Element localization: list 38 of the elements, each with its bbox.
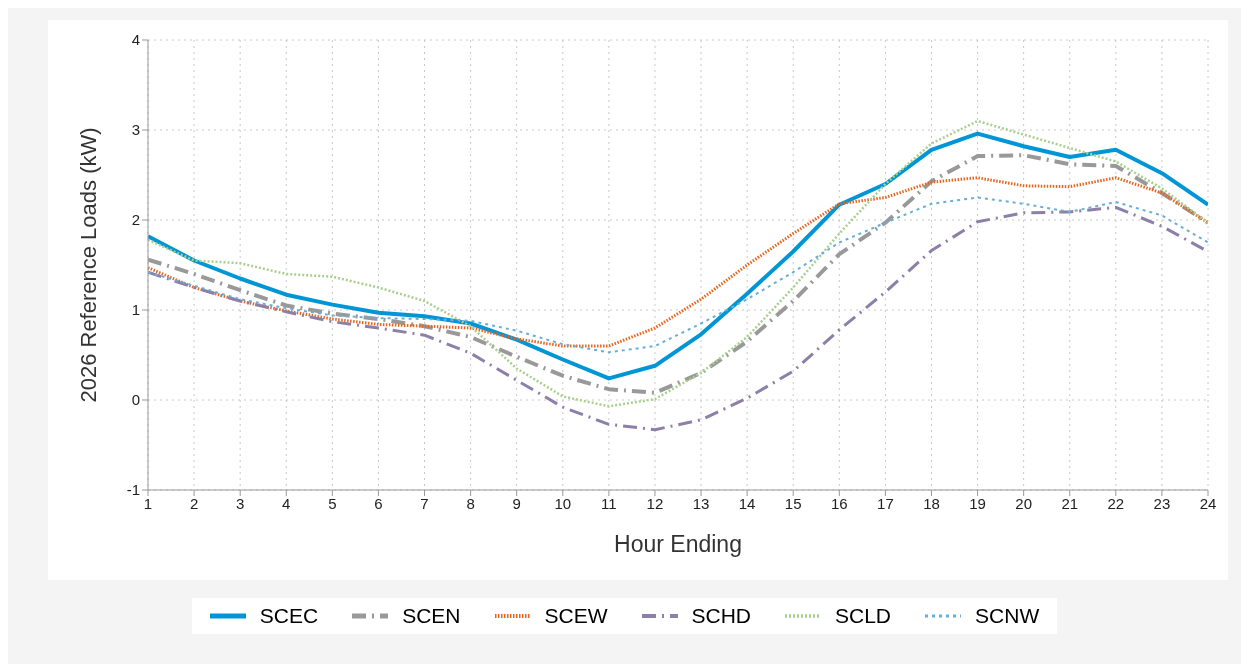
- y-axis-title: 2026 Reference Loads (kW): [75, 127, 101, 403]
- x-tick-label: 3: [236, 494, 245, 512]
- x-tick-label: 6: [374, 494, 383, 512]
- x-tick-label: 7: [420, 494, 429, 512]
- x-tick-label: 15: [784, 494, 802, 512]
- x-tick-label: 17: [877, 494, 894, 512]
- x-tick-label: 11: [601, 494, 617, 512]
- legend-label: SCNW: [975, 604, 1040, 628]
- x-tick-label: 20: [1015, 494, 1032, 512]
- x-tick-label: 5: [328, 494, 337, 512]
- x-tick-label: 24: [1199, 494, 1217, 512]
- x-tick-label: 14: [738, 494, 756, 512]
- y-tick-label: 1: [131, 301, 140, 319]
- x-tick-label: 4: [282, 494, 291, 512]
- x-tick-label: 21: [1061, 494, 1079, 512]
- x-tick-label: 9: [512, 494, 521, 512]
- x-tick-label: 10: [554, 494, 572, 512]
- y-tick-label: 2: [131, 211, 140, 229]
- y-tick-label: -1: [126, 481, 140, 499]
- y-tick-label: 0: [131, 391, 140, 409]
- legend-label: SCEC: [259, 604, 319, 628]
- legend-label: SCEW: [544, 604, 608, 628]
- x-tick-label: 13: [692, 494, 710, 512]
- legend-label: SCHD: [691, 604, 752, 628]
- y-tick-label: 4: [131, 31, 140, 49]
- x-tick-label: 12: [646, 494, 664, 512]
- x-tick-label: 2: [189, 494, 199, 512]
- x-tick-label: 8: [466, 494, 475, 512]
- x-axis-title: Hour Ending: [614, 531, 742, 557]
- x-tick-label: 16: [830, 494, 848, 512]
- x-tick-label: 18: [923, 494, 940, 512]
- x-tick-label: 23: [1153, 494, 1171, 512]
- x-tick-label: 19: [969, 494, 986, 512]
- x-tick-label: 22: [1107, 494, 1125, 512]
- legend-label: SCLD: [835, 604, 892, 628]
- legend-label: SCEN: [402, 604, 461, 628]
- y-tick-label: 3: [131, 121, 140, 139]
- x-tick-label: 1: [143, 494, 153, 512]
